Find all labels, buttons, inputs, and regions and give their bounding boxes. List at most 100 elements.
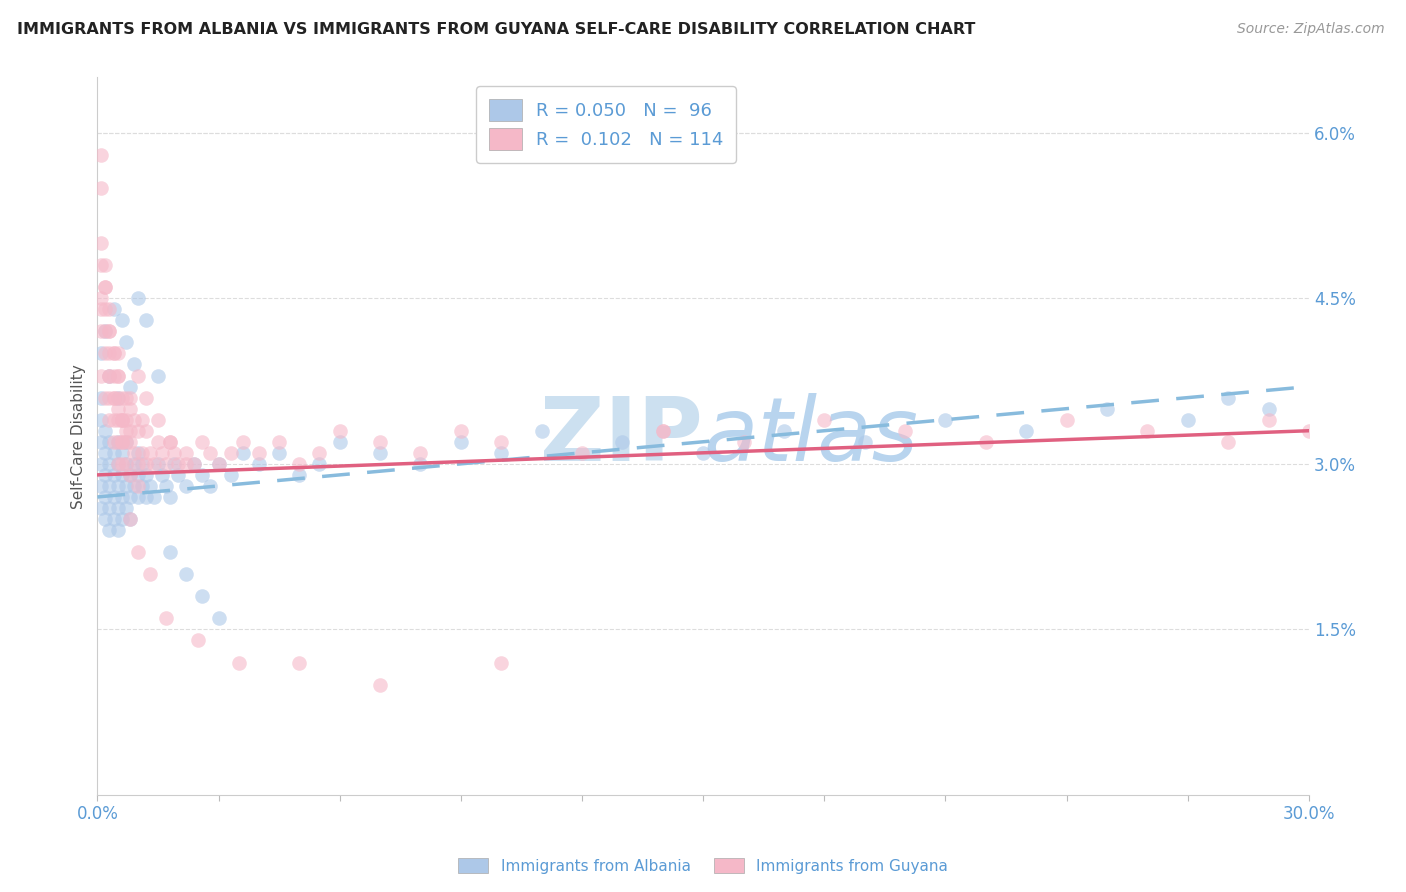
Point xyxy=(155,457,177,471)
Point xyxy=(163,446,186,460)
Point xyxy=(127,457,149,471)
Point xyxy=(288,457,311,471)
Point xyxy=(98,479,121,493)
Point xyxy=(167,467,190,482)
Point xyxy=(974,434,997,449)
Point xyxy=(94,467,117,482)
Point xyxy=(114,479,136,493)
Point xyxy=(1095,401,1118,416)
Point xyxy=(114,424,136,438)
Point xyxy=(232,446,254,460)
Point xyxy=(98,457,121,471)
Point xyxy=(110,413,132,427)
Point xyxy=(1015,424,1038,438)
Point xyxy=(167,457,190,471)
Point xyxy=(159,434,181,449)
Point xyxy=(103,434,125,449)
Point xyxy=(131,446,153,460)
Point xyxy=(98,368,121,383)
Point xyxy=(103,346,125,360)
Point xyxy=(98,324,121,338)
Point xyxy=(110,391,132,405)
Point xyxy=(146,457,169,471)
Point xyxy=(200,479,222,493)
Legend: Immigrants from Albania, Immigrants from Guyana: Immigrants from Albania, Immigrants from… xyxy=(451,852,955,880)
Point xyxy=(269,446,291,460)
Point xyxy=(110,313,132,327)
Point xyxy=(288,467,311,482)
Point xyxy=(90,181,112,195)
Point xyxy=(934,413,956,427)
Point xyxy=(174,446,197,460)
Point xyxy=(110,434,132,449)
Point xyxy=(98,523,121,537)
Point xyxy=(450,434,472,449)
Point xyxy=(110,413,132,427)
Point xyxy=(207,457,229,471)
Point xyxy=(94,490,117,504)
Point xyxy=(127,490,149,504)
Text: ZIP: ZIP xyxy=(540,392,703,480)
Point xyxy=(107,391,129,405)
Point xyxy=(110,467,132,482)
Point xyxy=(107,479,129,493)
Point xyxy=(1298,424,1320,438)
Point xyxy=(733,434,755,449)
Point xyxy=(107,368,129,383)
Point xyxy=(127,467,149,482)
Point xyxy=(110,490,132,504)
Point xyxy=(98,346,121,360)
Point xyxy=(813,413,835,427)
Point xyxy=(155,611,177,625)
Point xyxy=(107,413,129,427)
Point xyxy=(159,490,181,504)
Point xyxy=(90,302,112,317)
Point xyxy=(127,446,149,460)
Point xyxy=(853,434,876,449)
Point xyxy=(118,391,141,405)
Point xyxy=(122,479,145,493)
Point xyxy=(90,368,112,383)
Point xyxy=(94,324,117,338)
Point xyxy=(127,291,149,305)
Point xyxy=(90,501,112,516)
Point xyxy=(450,424,472,438)
Point xyxy=(90,147,112,161)
Point xyxy=(94,302,117,317)
Point xyxy=(368,434,391,449)
Point xyxy=(94,346,117,360)
Point xyxy=(368,446,391,460)
Point xyxy=(110,457,132,471)
Point xyxy=(107,434,129,449)
Point xyxy=(118,401,141,416)
Point xyxy=(94,280,117,294)
Point xyxy=(98,391,121,405)
Point xyxy=(1177,413,1199,427)
Point xyxy=(98,324,121,338)
Point xyxy=(183,457,205,471)
Point xyxy=(110,512,132,526)
Point xyxy=(90,479,112,493)
Point xyxy=(118,467,141,482)
Point xyxy=(1218,434,1240,449)
Point xyxy=(94,280,117,294)
Point xyxy=(122,446,145,460)
Point xyxy=(894,424,917,438)
Point xyxy=(219,446,242,460)
Point xyxy=(98,413,121,427)
Text: Source: ZipAtlas.com: Source: ZipAtlas.com xyxy=(1237,22,1385,37)
Point xyxy=(94,258,117,272)
Point xyxy=(90,291,112,305)
Point xyxy=(90,258,112,272)
Point xyxy=(1257,401,1279,416)
Point xyxy=(103,490,125,504)
Point xyxy=(110,413,132,427)
Point xyxy=(127,368,149,383)
Point xyxy=(114,335,136,350)
Point xyxy=(1218,391,1240,405)
Point xyxy=(489,434,512,449)
Point xyxy=(122,358,145,372)
Point xyxy=(107,523,129,537)
Point xyxy=(207,457,229,471)
Point xyxy=(90,413,112,427)
